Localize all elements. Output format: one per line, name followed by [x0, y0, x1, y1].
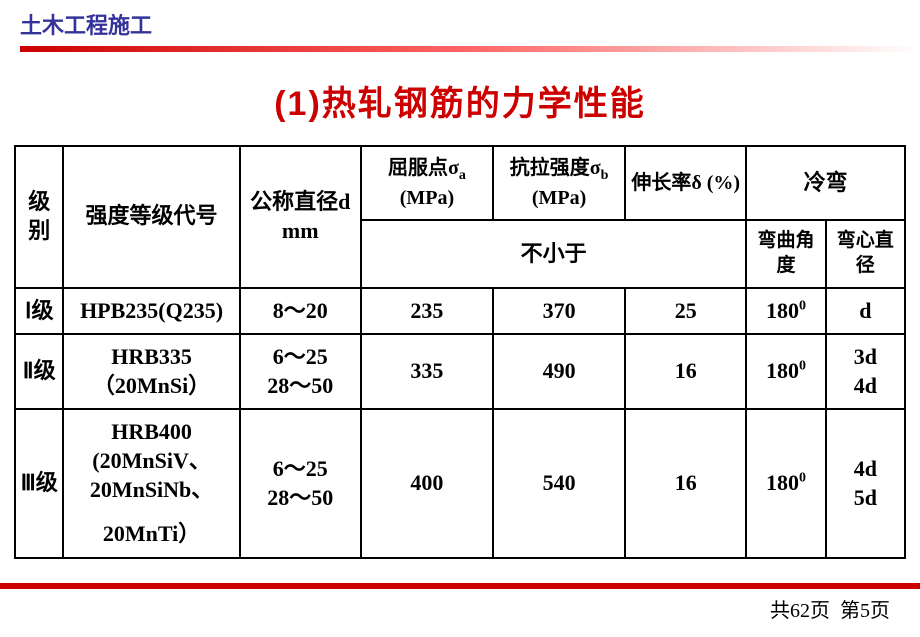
footer-redline: [0, 583, 920, 589]
cell-bend-dia: 3d4d: [826, 334, 905, 409]
col-bend: 冷弯: [746, 146, 905, 220]
cell-level: Ⅲ级: [15, 409, 63, 557]
cell-level: Ⅰ级: [15, 288, 63, 335]
col-bend-dia: 弯心直径: [826, 220, 905, 287]
cell-bend-dia: d: [826, 288, 905, 335]
page-footer: 共62页 第5页: [770, 594, 890, 623]
cell-grade-overflow: 20MnTi）: [63, 512, 239, 558]
page-title: (1)热轧钢筋的力学性能: [0, 76, 920, 125]
header-row-1: 级别 强度等级代号 公称直径d mm 屈服点σa (MPa) 抗拉强度σb (M…: [15, 146, 905, 220]
cell-tensile: 490: [493, 334, 625, 409]
table-body: Ⅰ级 HPB235(Q235) 8～20 235 370 25 1800 d Ⅱ…: [15, 288, 905, 558]
table-row: Ⅰ级 HPB235(Q235) 8～20 235 370 25 1800 d: [15, 288, 905, 335]
cell-level: Ⅱ级: [15, 334, 63, 409]
col-tensile: 抗拉强度σb (MPa): [493, 146, 625, 220]
header-text: 土木工程施工: [20, 8, 920, 40]
table-row: Ⅲ级 HRB400 (20MnSiV、20MnSiNb、 6～2528～50 4…: [15, 409, 905, 512]
cell-grade: HRB400 (20MnSiV、20MnSiNb、: [63, 409, 239, 512]
col-not-less: 不小于: [361, 220, 747, 287]
page-header: 土木工程施工: [0, 0, 920, 52]
cell-elongation: 16: [625, 409, 746, 557]
cell-bend-angle: 1800: [746, 288, 825, 335]
footer-total: 共62页: [770, 600, 830, 622]
cell-yield: 235: [361, 288, 493, 335]
col-yield: 屈服点σa (MPa): [361, 146, 493, 220]
table-row: Ⅱ级 HRB335（20MnSi） 6～2528～50 335 490 16 1…: [15, 334, 905, 409]
col-bend-angle: 弯曲角度: [746, 220, 825, 287]
col-elongation: 伸长率δ (%): [625, 146, 746, 220]
header-underline: [20, 46, 920, 52]
footer-current: 第5页: [840, 600, 890, 622]
cell-yield: 400: [361, 409, 493, 557]
cell-bend-angle: 1800: [746, 409, 825, 557]
cell-bend-dia: 4d5d: [826, 409, 905, 557]
cell-bend-angle: 1800: [746, 334, 825, 409]
cell-elongation: 25: [625, 288, 746, 335]
steel-properties-table: 级别 强度等级代号 公称直径d mm 屈服点σa (MPa) 抗拉强度σb (M…: [14, 145, 906, 559]
cell-tensile: 540: [493, 409, 625, 557]
col-grade: 强度等级代号: [63, 146, 239, 288]
col-diameter: 公称直径d mm: [240, 146, 361, 288]
cell-grade: HPB235(Q235): [63, 288, 239, 335]
col-level: 级别: [15, 146, 63, 288]
cell-diameter: 8～20: [240, 288, 361, 335]
cell-yield: 335: [361, 334, 493, 409]
cell-tensile: 370: [493, 288, 625, 335]
table-container: 级别 强度等级代号 公称直径d mm 屈服点σa (MPa) 抗拉强度σb (M…: [0, 145, 920, 559]
cell-grade: HRB335（20MnSi）: [63, 334, 239, 409]
cell-elongation: 16: [625, 334, 746, 409]
cell-diameter: 6～2528～50: [240, 409, 361, 557]
cell-diameter: 6～2528～50: [240, 334, 361, 409]
